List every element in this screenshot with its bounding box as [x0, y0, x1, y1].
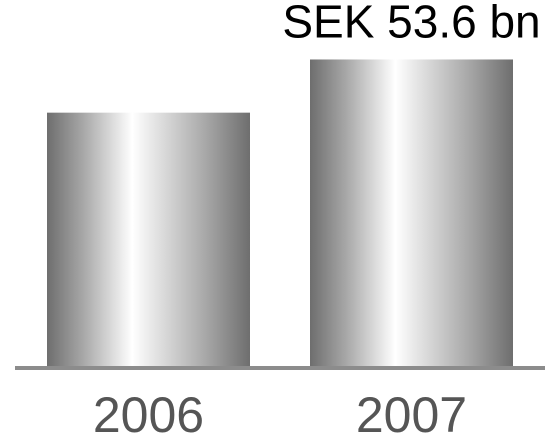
x-tick-label-2006: 2006 [93, 387, 204, 440]
bar-2007 [310, 59, 513, 366]
x-tick-label-2007: 2007 [356, 387, 467, 440]
data-label-2007: SEK 53.6 bn [282, 0, 540, 47]
bar-2006 [47, 112, 250, 366]
